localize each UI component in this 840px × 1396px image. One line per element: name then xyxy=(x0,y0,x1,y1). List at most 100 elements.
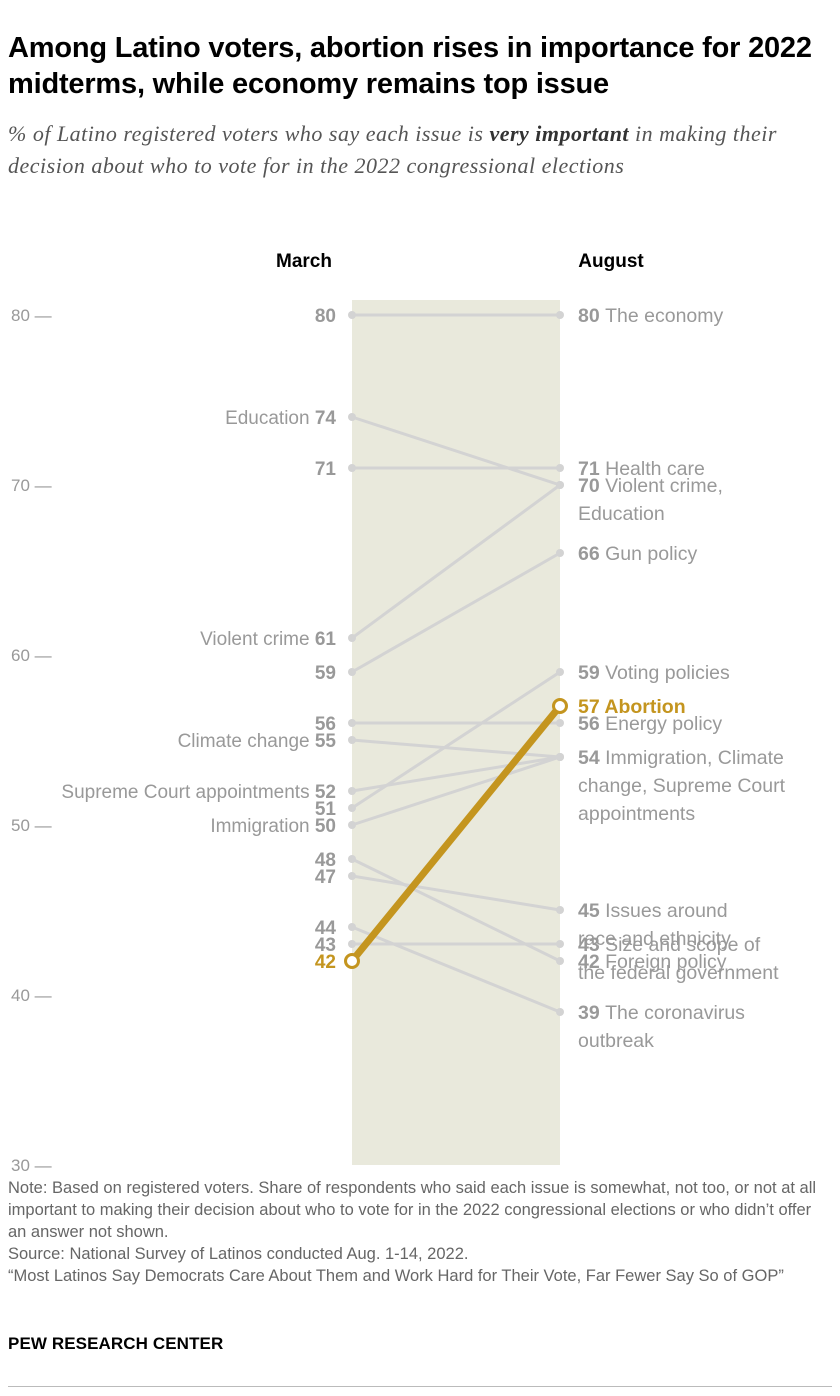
march-label-value: 80 xyxy=(315,306,336,327)
column-header: March xyxy=(276,251,332,272)
august-label-name: Health care xyxy=(605,458,705,480)
august-label-value: 57 xyxy=(578,696,604,718)
y-axis: 80 — 70 — 60 — 50 — 40 — 30 — xyxy=(11,306,52,1175)
footnotes: Note: Based on registered voters. Share … xyxy=(8,1177,828,1287)
august-point xyxy=(556,906,564,914)
series-lines xyxy=(348,311,564,1016)
march-point xyxy=(348,413,356,421)
march-point xyxy=(348,311,356,319)
highlight-series xyxy=(344,698,568,969)
series-line xyxy=(350,483,562,640)
brand-logo-text: PEW RESEARCH CENTER xyxy=(8,1334,224,1353)
august-label-value: 54 xyxy=(578,747,605,769)
march-label-value: 59 xyxy=(315,663,336,684)
march-labels: 80 Education 74 71 Violent crime 61 59 56Clim… xyxy=(61,306,336,973)
march-label-name: Education xyxy=(225,408,315,429)
column-header: August xyxy=(578,251,644,272)
march-label: 80 xyxy=(315,306,336,327)
subtitle-tail: in making their decision about who to vo… xyxy=(8,121,777,178)
august-label: appointments xyxy=(578,803,695,825)
august-label: 39 The coronavirus xyxy=(578,1002,745,1024)
march-label-value: 55 xyxy=(315,731,337,752)
august-point xyxy=(556,311,564,319)
august-label-value: 42 xyxy=(578,951,605,973)
august-label: 54 Immigration, Climate xyxy=(578,747,784,769)
chart-title: Among Latino voters, abortion rises in i… xyxy=(8,32,812,100)
august-label-name: Size and scope of xyxy=(605,934,761,956)
august-label-value: 39 xyxy=(578,1002,605,1024)
august-point xyxy=(556,668,564,676)
march-label-value: 74 xyxy=(315,408,337,429)
august-label: 43 Size and scope of xyxy=(578,934,761,956)
march-label: 56 xyxy=(315,714,336,735)
series-line xyxy=(350,415,562,487)
august-label-name: Issues around xyxy=(605,900,728,922)
august-point xyxy=(556,464,564,472)
slope-chart: 80 — 70 — 60 — 50 — 40 — 30 — March August 80 E… xyxy=(11,251,786,1175)
march-label: Immigration 50 xyxy=(210,816,336,837)
august-point xyxy=(556,753,564,761)
march-point xyxy=(348,736,356,744)
series-line xyxy=(350,874,562,912)
august-label-name: Immigration, Climate xyxy=(605,747,784,769)
highlight-march-point xyxy=(344,953,360,969)
march-point xyxy=(348,872,356,880)
august-point xyxy=(556,1008,564,1016)
march-point xyxy=(348,787,356,795)
august-label-name: Violent crime, xyxy=(605,475,723,497)
august-point xyxy=(556,719,564,727)
august-period-band xyxy=(352,300,560,1165)
march-label-value: 71 xyxy=(315,459,337,480)
march-label-value: 43 xyxy=(315,935,336,956)
march-label: 59 xyxy=(315,663,336,684)
august-label-name: The coronavirus xyxy=(605,1002,745,1024)
march-label-value: 42 xyxy=(315,952,336,973)
august-label: Education xyxy=(578,503,665,525)
y-tick-label: 40 — xyxy=(11,986,52,1005)
march-label: Violent crime 61 xyxy=(200,629,336,650)
highlight-line xyxy=(348,702,564,965)
y-tick-label: 30 — xyxy=(11,1156,52,1175)
march-label: 44 xyxy=(315,918,337,939)
march-point xyxy=(348,804,356,812)
august-point xyxy=(556,957,564,965)
march-point xyxy=(348,464,356,472)
august-label-name: Gun policy xyxy=(605,543,697,565)
march-label-value: 44 xyxy=(315,918,337,939)
march-label-name: Immigration xyxy=(210,816,315,837)
march-point xyxy=(348,940,356,948)
august-label: outbreak xyxy=(578,1030,654,1052)
chart-subtitle: % of Latino registered voters who say ea… xyxy=(8,118,808,182)
august-label: change, Supreme Court xyxy=(578,775,786,797)
august-label: 59 Voting policies xyxy=(578,662,730,684)
march-label-value: 52 xyxy=(315,782,336,803)
march-point xyxy=(348,634,356,642)
march-label-name: Climate change xyxy=(178,731,315,752)
march-label: Supreme Court appointments 52 xyxy=(61,782,336,803)
series-line xyxy=(350,738,562,759)
august-label: the federal government xyxy=(578,962,779,984)
august-label-name: Abortion xyxy=(604,696,685,718)
series-line xyxy=(350,755,562,827)
subtitle-lead: % of Latino registered voters who say ea… xyxy=(8,121,490,146)
y-tick-label: 50 — xyxy=(11,816,52,835)
march-label: Climate change 55 xyxy=(178,731,337,752)
august-label: race and ethnicity xyxy=(578,928,731,950)
august-label-value: 45 xyxy=(578,900,605,922)
august-point xyxy=(556,940,564,948)
march-label-value: 47 xyxy=(315,867,336,888)
august-label: 56 Energy policy xyxy=(578,713,722,735)
highlight-august-point xyxy=(552,698,568,714)
march-point xyxy=(348,855,356,863)
march-label-value: 48 xyxy=(315,850,336,871)
august-label-value: 66 xyxy=(578,543,605,565)
august-label-name: Voting policies xyxy=(605,662,730,684)
march-label: 71 xyxy=(315,459,337,480)
march-label-value: 50 xyxy=(315,816,336,837)
report-title: “Most Latinos Say Democrats Care About T… xyxy=(8,1267,784,1285)
august-label: 71 Health care xyxy=(578,458,705,480)
august-label: 66 Gun policy xyxy=(578,543,697,565)
august-label-value: 59 xyxy=(578,662,605,684)
y-tick-label: 80 — xyxy=(11,306,52,325)
